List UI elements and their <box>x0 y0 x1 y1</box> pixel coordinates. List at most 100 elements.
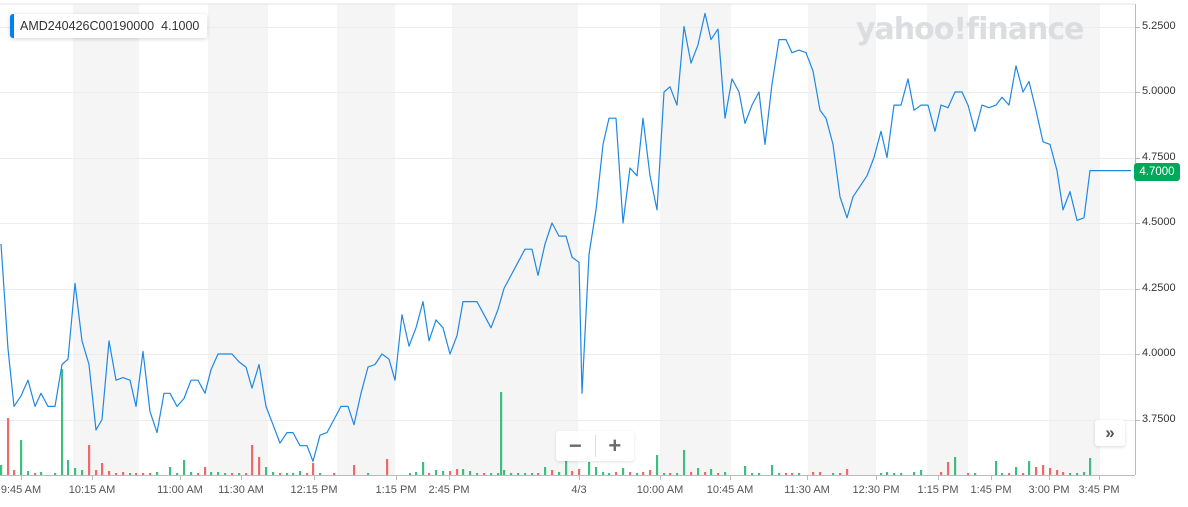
y-axis-label: 4.2500 <box>1142 282 1176 294</box>
volume-bar <box>115 473 118 475</box>
volume-bar <box>176 473 179 475</box>
volume-bar <box>629 472 632 475</box>
current-price-flag: 4.7000 <box>1134 163 1180 181</box>
volume-bar <box>967 473 970 475</box>
volume-bar <box>503 470 506 475</box>
x-axis-label: 3:45 PM <box>1078 484 1120 496</box>
volume-bar <box>1083 472 1086 475</box>
volume-bar <box>319 473 322 475</box>
volume-bar <box>265 467 268 475</box>
volume-bar <box>832 473 835 475</box>
x-axis-label: 10:00 AM <box>636 484 684 496</box>
volume-bar <box>333 473 336 475</box>
y-axis-label: 4.7500 <box>1142 151 1176 163</box>
volume-bar <box>483 473 486 475</box>
x-axis-label: 9:45 AM <box>0 484 42 496</box>
volume-bar <box>751 473 754 475</box>
volume-bar <box>245 473 248 475</box>
volume-bar <box>251 445 254 475</box>
volume-bar <box>292 473 295 475</box>
x-axis-label: 2:45 PM <box>428 484 470 496</box>
scroll-to-latest-button[interactable]: » <box>1095 420 1125 446</box>
volume-bar <box>442 471 445 475</box>
volume-bar <box>602 472 605 475</box>
volume-bar <box>558 472 561 475</box>
volume-bar <box>1069 473 1072 475</box>
volume-bar <box>676 473 679 475</box>
y-axis-label: 4.5000 <box>1142 216 1176 228</box>
volume-bar <box>588 462 591 475</box>
volume-bar <box>578 469 581 475</box>
volume-bar <box>286 473 289 475</box>
series-color-marker <box>10 14 14 38</box>
volume-bar <box>258 457 261 475</box>
volume-bar <box>544 467 547 475</box>
volume-bar <box>622 468 625 475</box>
volume-bar <box>690 472 693 475</box>
zoom-divider <box>594 435 596 457</box>
volume-bar <box>704 472 707 475</box>
series-legend[interactable]: AMD240426C00190000 4.1000 <box>10 14 208 38</box>
volume-bar <box>135 473 138 475</box>
x-axis-label: 10:15 AM <box>68 484 116 496</box>
x-axis-label: 11:30 AM <box>784 484 830 496</box>
volume-bar <box>663 473 666 475</box>
volume-bar <box>1042 465 1045 475</box>
volume-bar <box>7 418 10 475</box>
volume-bar <box>649 470 652 475</box>
volume-bar <box>724 472 727 475</box>
volume-bar <box>791 473 794 475</box>
price-line <box>0 12 1131 462</box>
volume-bar <box>169 467 172 475</box>
volume-bar <box>1089 458 1092 475</box>
volume-bar <box>510 473 513 475</box>
volume-bar <box>1076 473 1079 475</box>
volume-bar <box>669 473 672 475</box>
volume-bar <box>217 472 220 475</box>
zoom-in-button[interactable]: + <box>596 431 635 461</box>
volume-bar <box>279 473 282 475</box>
volume-bar <box>204 467 207 475</box>
volume-bar <box>462 469 465 475</box>
y-axis-label: 5.0000 <box>1142 85 1176 97</box>
volume-bar <box>122 472 125 475</box>
y-axis-tick-marks <box>1135 27 1140 421</box>
volume-bar <box>974 473 977 475</box>
volume-bar <box>299 471 302 475</box>
volume-bar <box>238 473 241 475</box>
zoom-out-button[interactable]: − <box>556 431 595 461</box>
volume-bar <box>156 472 159 475</box>
zoom-controls: − + <box>556 431 634 461</box>
volume-bar <box>565 461 568 475</box>
volume-bar <box>947 462 950 475</box>
minus-icon: − <box>568 433 582 458</box>
volume-bar <box>497 473 500 475</box>
volume-bar <box>490 473 493 475</box>
shaded-band <box>927 4 968 475</box>
volume-bar <box>893 473 896 475</box>
volume-bar <box>846 469 849 475</box>
volume-bar <box>785 473 788 475</box>
volume-bar <box>353 465 356 475</box>
volume-bar <box>67 460 70 475</box>
legend-symbol: AMD240426C00190000 <box>20 19 155 33</box>
volume-bar <box>913 472 916 475</box>
volume-bar <box>306 473 309 475</box>
volume-bar <box>95 470 98 475</box>
y-axis-label: 3.7500 <box>1142 413 1176 425</box>
shaded-band <box>660 4 731 475</box>
shaded-band <box>452 4 578 475</box>
volume-bar <box>1028 461 1031 475</box>
volume-bar <box>920 470 923 475</box>
volume-bar <box>839 473 842 475</box>
volume-bar <box>272 472 275 475</box>
volume-bar <box>710 469 713 475</box>
volume-bar <box>1056 470 1059 475</box>
volume-bar <box>524 473 527 475</box>
volume-bar <box>129 473 132 475</box>
volume-bar <box>819 472 822 475</box>
x-axis-label: 3:00 PM <box>1028 484 1070 496</box>
volume-bar <box>456 469 459 475</box>
